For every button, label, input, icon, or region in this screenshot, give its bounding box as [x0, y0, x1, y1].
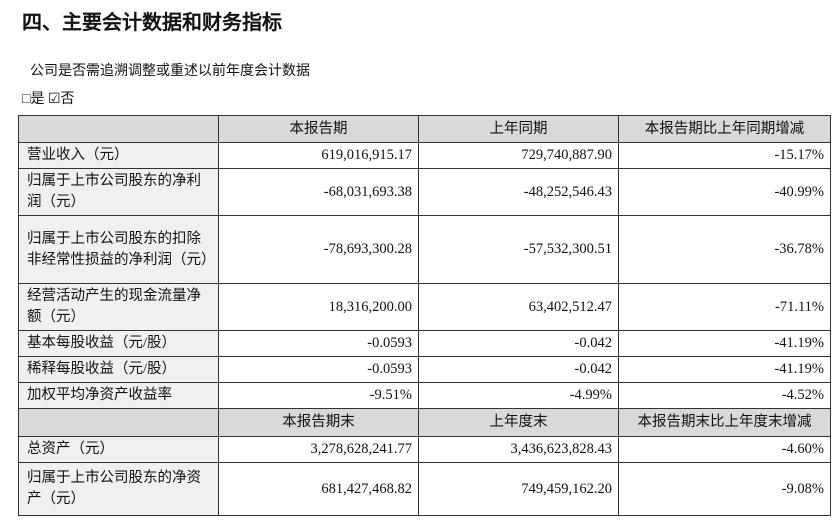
header-cell: 本报告期末	[218, 408, 419, 437]
label-cell: 总资产（元）	[18, 436, 219, 463]
value-cell: -78,693,300.28	[218, 215, 419, 284]
value-cell: -15.17%	[618, 142, 831, 169]
value-cell: 3,436,623,828.43	[418, 436, 619, 463]
label-cell: 营业收入（元）	[18, 142, 219, 169]
value-cell: -68,031,693.38	[218, 168, 419, 216]
value-cell: -41.19%	[618, 356, 831, 383]
value-cell: 63,402,512.47	[418, 283, 619, 331]
table-row: 总资产（元） 3,278,628,241.77 3,436,623,828.43 -4…	[18, 436, 831, 463]
value-cell: -4.60%	[618, 436, 831, 463]
label-cell: 加权平均净资产收益率	[18, 382, 219, 409]
table-row: 稀释每股收益（元/股） -0.0593 -0.042 -41.19%	[18, 356, 831, 383]
header-cell	[18, 115, 219, 143]
value-cell: 18,316,200.00	[218, 283, 419, 331]
label-cell: 经营活动产生的现金流量净额（元）	[18, 283, 219, 331]
label-cell: 基本每股收益（元/股）	[18, 330, 219, 357]
value-cell: 729,740,887.90	[418, 142, 619, 169]
value-cell: -9.51%	[218, 382, 419, 409]
value-cell: 749,459,162.20	[418, 462, 619, 516]
value-cell: -36.78%	[618, 215, 831, 284]
label-cell: 归属于上市公司股东的扣除非经常性损益的净利润（元）	[18, 215, 219, 284]
value-cell: -0.042	[418, 330, 619, 357]
label-cell: 归属于上市公司股东的净资产（元）	[18, 462, 219, 516]
table-row: 基本每股收益（元/股） -0.0593 -0.042 -41.19%	[18, 330, 831, 357]
table-row: 归属于上市公司股东的净资产（元） 681,427,468.82 749,459,16…	[18, 462, 831, 516]
header-row: 本报告期末 上年度末 本报告期末比上年度末增减	[18, 408, 831, 437]
table-row: 归属于上市公司股东的扣除非经常性损益的净利润（元） -78,693,300.28-…	[18, 215, 831, 284]
value-cell: -41.19%	[618, 330, 831, 357]
value-cell: -48,252,546.43	[418, 168, 619, 216]
value-cell: 3,278,628,241.77	[218, 436, 419, 463]
financial-table: 本报告期 上年同期 本报告期比上年同期增减 营业收入（元） 619,016,915.17…	[18, 115, 831, 516]
value-cell: -0.0593	[218, 356, 419, 383]
header-cell: 本报告期	[218, 115, 419, 143]
value-cell: -57,532,300.51	[418, 215, 619, 284]
question: 公司是否需追溯调整或重述以前年度会计数据	[30, 64, 310, 79]
label-cell: 归属于上市公司股东的净利润（元）	[18, 168, 219, 216]
value-cell: -4.99%	[418, 382, 619, 409]
header-cell	[18, 408, 219, 437]
header-cell: 本报告期比上年同期增减	[618, 115, 831, 143]
value-cell: -9.08%	[618, 462, 831, 516]
answer: □是 ☑否	[22, 92, 75, 107]
table-row: 归属于上市公司股东的净利润（元） -68,031,693.38 -48,252,54…	[18, 168, 831, 216]
value-cell: 619,016,915.17	[218, 142, 419, 169]
header-row: 本报告期 上年同期 本报告期比上年同期增减	[18, 115, 831, 143]
value-cell: -40.99%	[618, 168, 831, 216]
section-title: 四、主要会计数据和财务指标	[22, 10, 282, 34]
label-cell: 稀释每股收益（元/股）	[18, 356, 219, 383]
header-cell: 上年同期	[418, 115, 619, 143]
header-cell: 本报告期末比上年度末增减	[618, 408, 831, 437]
value-cell: 681,427,468.82	[218, 462, 419, 516]
table-row: 加权平均净资产收益率 -9.51% -4.99% -4.52%	[18, 382, 831, 409]
header-cell: 上年度末	[418, 408, 619, 437]
value-cell: -4.52%	[618, 382, 831, 409]
table-row: 经营活动产生的现金流量净额（元） 18,316,200.00 63,402,512.…	[18, 283, 831, 331]
value-cell: -0.0593	[218, 330, 419, 357]
table-row: 营业收入（元） 619,016,915.17 729,740,887.90 -15.1…	[18, 142, 831, 169]
value-cell: -71.11%	[618, 283, 831, 331]
value-cell: -0.042	[418, 356, 619, 383]
